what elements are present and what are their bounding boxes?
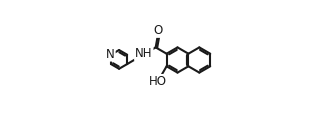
Text: N: N [106,48,115,61]
Text: HO: HO [149,75,167,88]
Text: O: O [154,24,163,37]
Text: NH: NH [135,47,153,60]
